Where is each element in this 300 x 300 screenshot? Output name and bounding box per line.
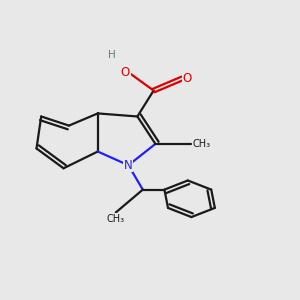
Text: H: H	[108, 50, 116, 61]
Text: N: N	[124, 159, 133, 172]
Text: CH₃: CH₃	[193, 139, 211, 149]
Text: O: O	[182, 72, 191, 85]
Text: CH₃: CH₃	[107, 214, 125, 224]
Text: O: O	[121, 66, 130, 79]
